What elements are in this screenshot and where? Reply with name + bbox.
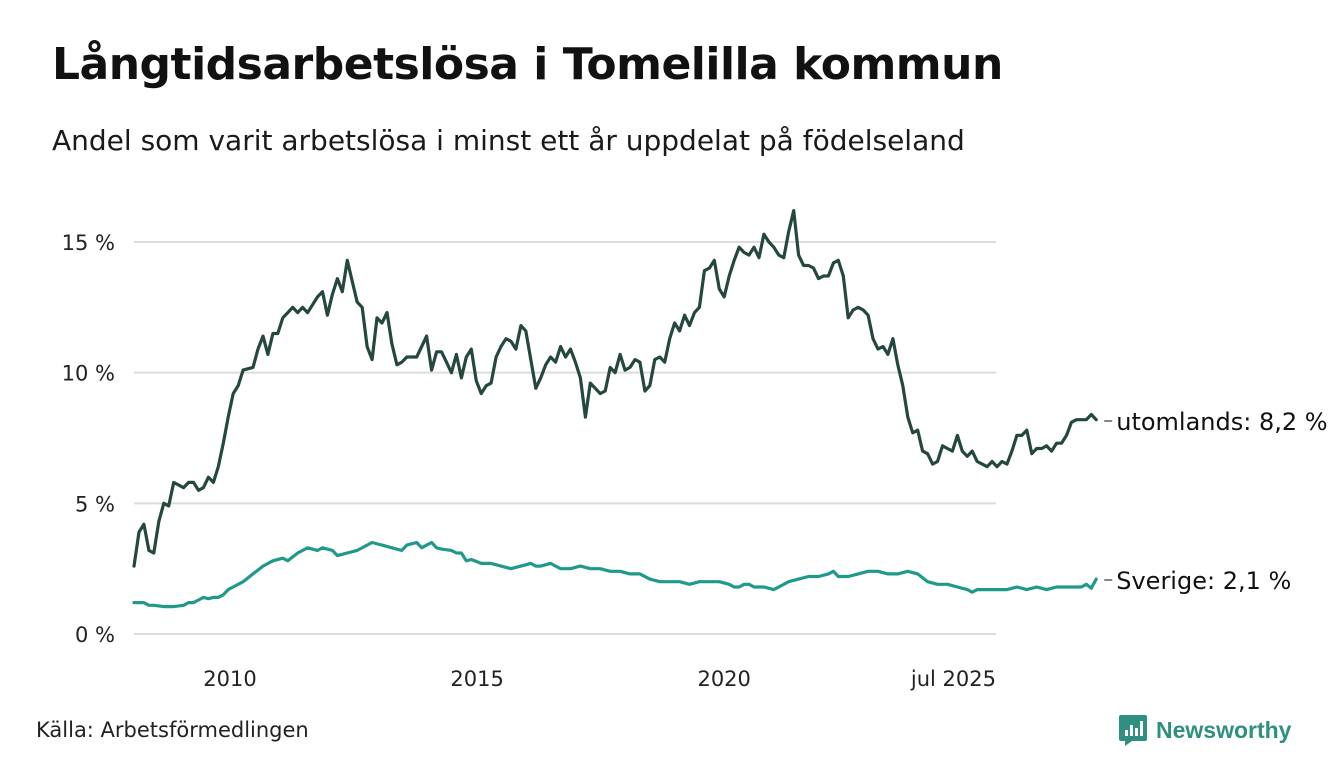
line-chart: 0 % 5 % 10 % 15 % 2010 2015 2020 jul 2025 utom… [62, 209, 1328, 691]
y-tick-label: 5 % [75, 492, 115, 516]
x-tick-label: 2010 [203, 667, 256, 691]
series-lines [132, 209, 1098, 609]
y-tick-label: 10 % [62, 362, 115, 386]
y-axis-tick-labels: 0 % 5 % 10 % 15 % [62, 231, 115, 647]
x-axis-tick-labels: 2010 2015 2020 jul 2025 [203, 667, 996, 691]
page-subtitle: Andel som varit arbetslösa i minst ett å… [52, 124, 965, 157]
page-title: Långtidsarbetslösa i Tomelilla kommun [52, 39, 1003, 90]
x-tick-label: jul 2025 [910, 667, 996, 691]
y-tick-label: 0 % [75, 623, 115, 647]
brand-name: Newsworthy [1156, 716, 1292, 743]
series-end-label: utomlands: 8,2 % [1116, 408, 1327, 436]
source-note: Källa: Arbetsförmedlingen [36, 718, 309, 742]
series-line-sverige [132, 540, 1098, 609]
series-end-labels: utomlands: 8,2 % Sverige: 2,1 % [1104, 408, 1328, 595]
x-tick-label: 2020 [697, 667, 750, 691]
series-line-utomlands [132, 209, 1098, 568]
grid-lines [134, 241, 996, 635]
series-end-label: Sverige: 2,1 % [1116, 567, 1291, 595]
x-tick-label: 2015 [450, 667, 503, 691]
brand-logo[interactable]: Newsworthy [1118, 712, 1291, 748]
newsworthy-logo-icon [1119, 715, 1147, 746]
y-tick-label: 15 % [62, 231, 115, 255]
